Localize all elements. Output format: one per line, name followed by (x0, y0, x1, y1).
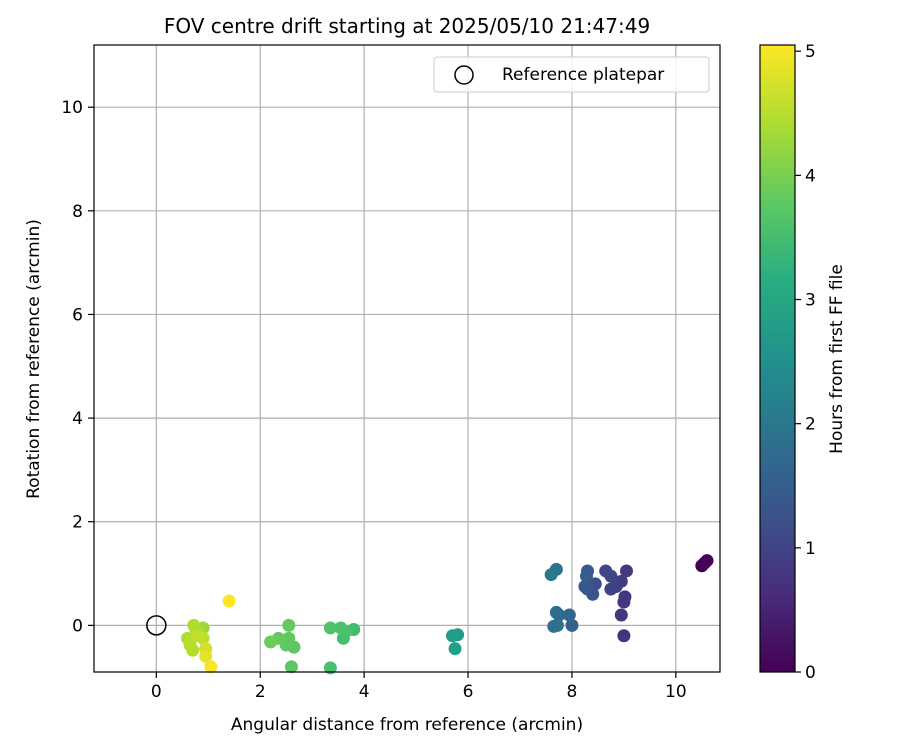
scatter-point (323, 661, 337, 675)
scatter-point (544, 568, 558, 582)
scatter-point (282, 618, 296, 632)
colorbar-tick-label: 3 (805, 291, 816, 311)
axes-layer: 0 2 4 6 8 10 0 2 4 6 8 10 (61, 44, 721, 702)
scatter-point (614, 608, 628, 622)
scatter-point (334, 621, 348, 635)
colorbar-tick-label: 1 (805, 539, 816, 559)
colorbar-tick-label: 2 (805, 415, 816, 435)
legend-label-reference: Reference platepar (502, 65, 664, 85)
scatter-point (617, 629, 631, 643)
y-tick-label: 10 (61, 98, 83, 118)
colorbar: 0 1 2 3 4 5 Hours from first FF file (759, 42, 847, 683)
colorbar-tick-label: 4 (805, 166, 816, 186)
plot-frame (93, 44, 721, 673)
x-tick-label: 6 (463, 682, 474, 702)
points-layer (146, 554, 714, 675)
scatter-point (264, 635, 278, 649)
x-tick-label: 10 (665, 682, 687, 702)
scatter-point (604, 582, 618, 596)
legend-box (433, 56, 710, 93)
x-tick-label: 2 (255, 682, 266, 702)
scatter-point (565, 618, 579, 632)
scatter-point (599, 564, 613, 578)
scatter-point (187, 618, 201, 632)
scatter-point (284, 660, 298, 674)
x-axis-label: Angular distance from reference (arcmin) (231, 715, 583, 735)
colorbar-gradient (759, 44, 796, 673)
scatter-point (618, 590, 632, 604)
reference-marker (146, 615, 167, 636)
scatter-point (448, 642, 462, 656)
scatter-point (700, 554, 714, 568)
scatter-point (578, 580, 592, 593)
scatter-point (191, 629, 205, 643)
colorbar-tick-label: 5 (805, 42, 816, 62)
scatter-point (222, 594, 236, 608)
scatter-point (186, 643, 200, 657)
legend-marker-reference (454, 65, 474, 85)
y-tick-label: 0 (72, 616, 83, 636)
scatter-point (619, 564, 633, 578)
colorbar-tick-label: 0 (805, 663, 816, 683)
x-tick-label: 4 (359, 682, 370, 702)
legend: Reference platepar (433, 56, 710, 93)
y-tick-label: 4 (72, 409, 83, 429)
colorbar-label: Hours from first FF file (827, 264, 847, 454)
x-tick-label: 8 (567, 682, 578, 702)
chart-title: FOV centre drift starting at 2025/05/10 … (164, 14, 650, 38)
y-axis-label: Rotation from reference (arcmin) (24, 219, 44, 499)
scatter-point (323, 621, 337, 635)
scatter-point (547, 619, 561, 633)
y-tick-label: 6 (72, 305, 83, 325)
scatter-point (562, 608, 576, 622)
x-tick-label: 0 (151, 682, 162, 702)
y-tick-label: 2 (72, 513, 83, 533)
scatter-point (204, 660, 218, 674)
scatter-point (579, 569, 593, 583)
colorbar-ticks: 0 1 2 3 4 5 (795, 42, 816, 683)
scatter-point (445, 629, 459, 643)
scatter-point (549, 605, 563, 619)
scatter-point (199, 649, 213, 663)
y-tick-label: 8 (72, 202, 83, 222)
grid-layer (94, 45, 720, 672)
